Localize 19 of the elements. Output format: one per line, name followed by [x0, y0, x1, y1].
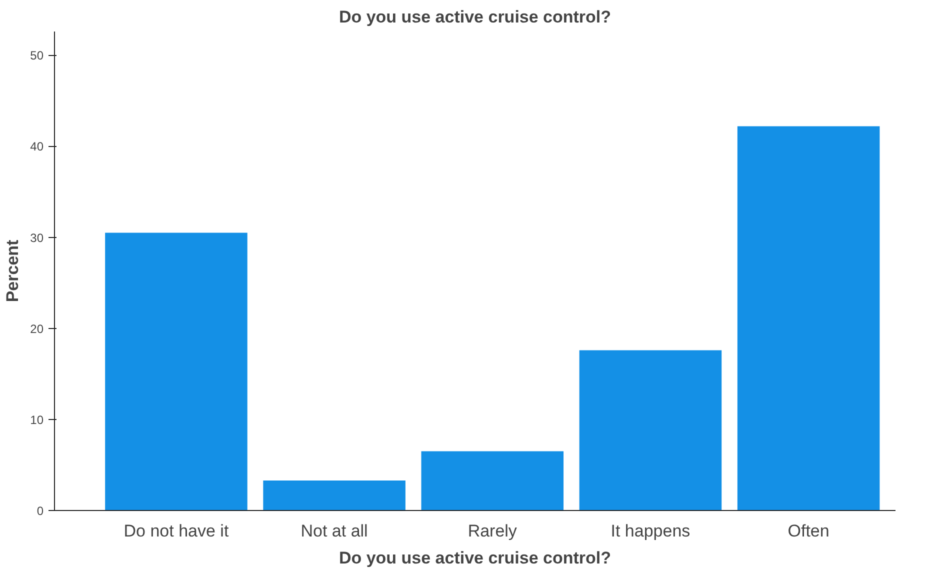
bar — [421, 451, 564, 510]
bar — [105, 232, 248, 510]
y-tick-label: 50 — [30, 48, 44, 63]
y-tick-label: 40 — [30, 140, 44, 154]
x-tick-label: It happens — [610, 522, 690, 540]
y-axis-title: Percent — [3, 239, 22, 302]
x-tick-label: Not at all — [300, 522, 368, 540]
bar — [263, 480, 406, 510]
y-tick-label: 0 — [36, 504, 44, 518]
y-tick-label: 20 — [30, 322, 44, 336]
x-tick-label: Rarely — [468, 522, 518, 540]
y-tick-label: 30 — [30, 230, 44, 245]
bar — [579, 350, 722, 510]
chart-title: Do you use active cruise control? — [338, 8, 612, 26]
x-axis-title: Do you use active cruise control? — [338, 548, 612, 568]
x-tick-label: Often — [788, 522, 830, 540]
x-tick-label: Do not have it — [124, 522, 229, 540]
bar — [737, 126, 880, 510]
y-tick-label: 10 — [30, 412, 44, 427]
